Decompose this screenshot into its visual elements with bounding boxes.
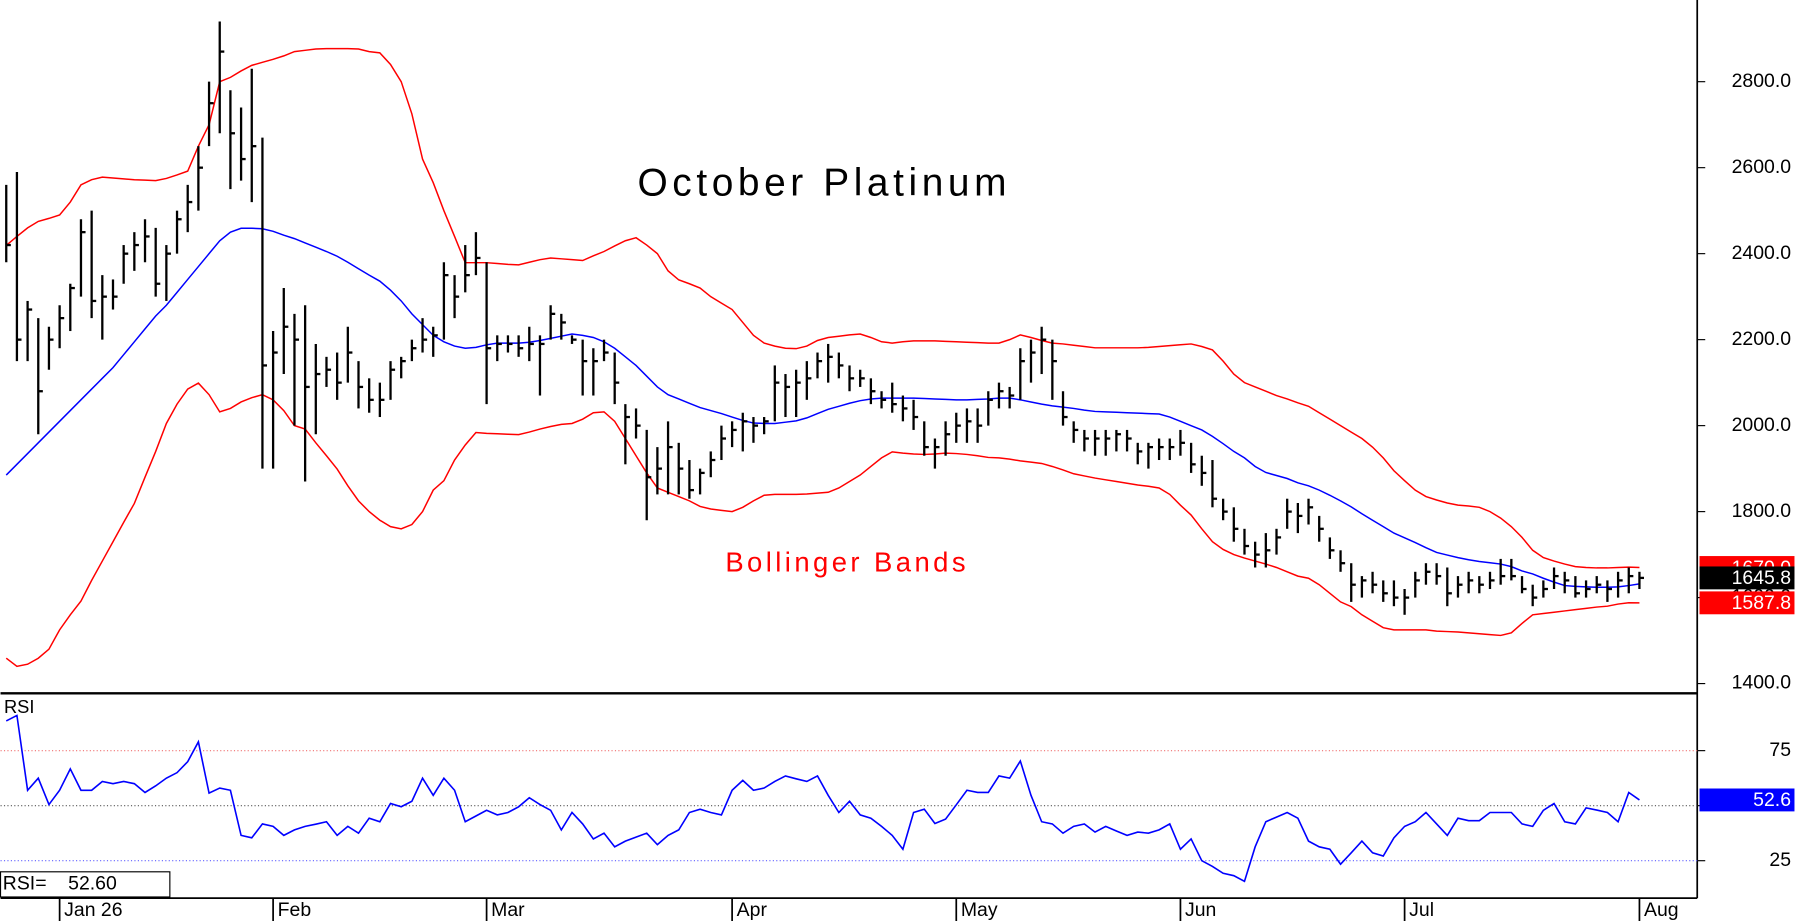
band-line	[5, 227, 1640, 589]
last-value-box	[1699, 788, 1795, 812]
last-value-box	[1699, 566, 1795, 590]
rsi-readout: RSI= 52.60	[3, 873, 117, 895]
x-tick-label: Feb	[278, 899, 312, 921]
last-value-label: 1645.8	[1732, 567, 1791, 589]
band-line	[5, 382, 1640, 668]
x-tick-label: Jul	[1409, 899, 1434, 921]
x-tick-label: Jun	[1185, 899, 1216, 921]
x-tick-label: Mar	[491, 899, 525, 921]
chart-title: October Platinum	[637, 162, 1011, 205]
y-tick-label: 2000.0	[1732, 414, 1792, 436]
y-tick-label: 1800.0	[1732, 500, 1792, 522]
rsi-label: RSI	[4, 696, 35, 717]
y-tick-label: 1400.0	[1732, 672, 1792, 694]
last-value-label: 1587.8	[1732, 592, 1791, 614]
y-tick-label: 2600.0	[1732, 156, 1792, 178]
band-line	[5, 47, 1640, 569]
y-tick-label: 75	[1769, 739, 1791, 761]
y-tick-label: 2200.0	[1732, 328, 1792, 350]
readout-box	[0, 871, 171, 898]
x-tick-label: Apr	[737, 899, 768, 921]
x-tick-label: Aug	[1644, 899, 1679, 921]
y-tick-label: 2800.0	[1732, 70, 1792, 92]
x-tick-label: Jan 26	[64, 899, 122, 921]
y-tick-label: 25	[1769, 849, 1791, 871]
annotation: Bollinger Bands	[725, 546, 969, 577]
y-tick-label: 2400.0	[1732, 242, 1792, 264]
last-value-label: 52.6	[1753, 789, 1791, 811]
rsi-line	[5, 714, 1640, 883]
last-value-box	[1699, 591, 1795, 615]
x-tick-label: May	[961, 899, 998, 921]
